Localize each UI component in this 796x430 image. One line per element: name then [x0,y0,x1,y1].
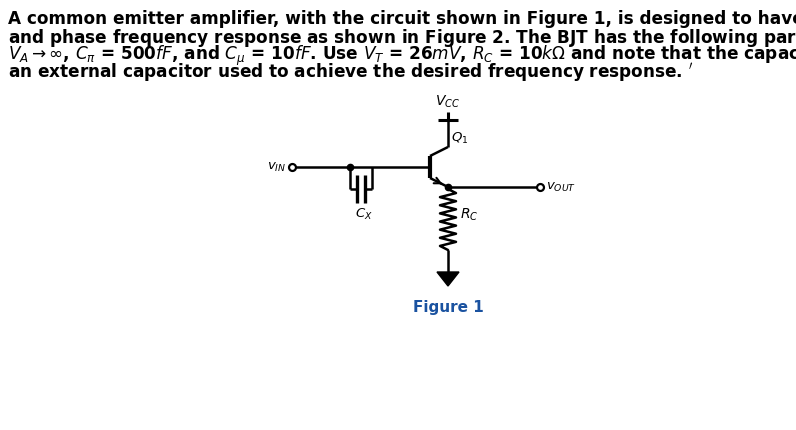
Text: and phase frequency response as shown in Figure 2. The BJT has the following par: and phase frequency response as shown in… [8,27,796,49]
Text: $Q_1$: $Q_1$ [451,131,468,146]
Text: $R_C$: $R_C$ [460,206,478,223]
Text: an external capacitor used to achieve the desired frequency response. $^{\prime}: an external capacitor used to achieve th… [8,61,693,84]
Text: Figure 1: Figure 1 [412,300,483,315]
Text: $v_{OUT}$: $v_{OUT}$ [546,181,576,194]
Text: $C_X$: $C_X$ [355,207,373,222]
Text: A common emitter amplifier, with the circuit shown in Figure 1, is designed to h: A common emitter amplifier, with the cir… [8,10,796,28]
Text: $v_{IN}$: $v_{IN}$ [267,160,286,174]
Text: $V_{CC}$: $V_{CC}$ [435,94,461,110]
Text: $V_A \rightarrow \infty$, $C_{\pi}$ = 500$fF$, and $C_{\mu}$ = 10$fF$. Use $V_T$: $V_A \rightarrow \infty$, $C_{\pi}$ = 50… [8,44,796,68]
Polygon shape [437,272,459,286]
